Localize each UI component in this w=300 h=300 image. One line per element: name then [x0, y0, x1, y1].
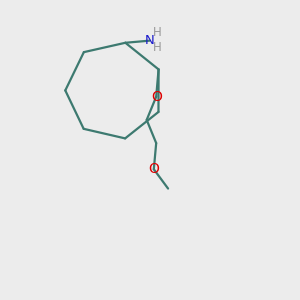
Text: O: O: [151, 90, 162, 104]
Text: H: H: [152, 41, 161, 54]
Text: H: H: [152, 26, 161, 39]
Text: O: O: [148, 162, 159, 176]
Text: N: N: [145, 34, 154, 46]
